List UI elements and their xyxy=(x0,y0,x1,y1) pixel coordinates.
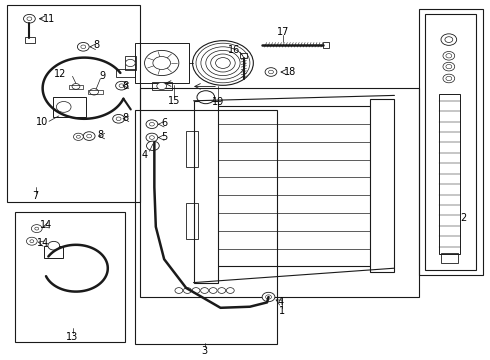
Circle shape xyxy=(56,102,71,112)
Circle shape xyxy=(119,84,124,87)
Circle shape xyxy=(445,37,453,42)
Circle shape xyxy=(90,89,98,95)
Circle shape xyxy=(147,141,159,150)
Bar xyxy=(69,85,83,89)
Circle shape xyxy=(175,288,183,293)
Text: 10: 10 xyxy=(36,117,48,127)
Circle shape xyxy=(125,59,135,67)
Text: 4: 4 xyxy=(278,297,284,307)
Circle shape xyxy=(81,45,86,49)
Text: 3: 3 xyxy=(202,346,208,356)
Circle shape xyxy=(27,17,32,21)
Circle shape xyxy=(218,288,225,293)
Circle shape xyxy=(443,74,455,83)
Circle shape xyxy=(72,84,80,89)
Circle shape xyxy=(76,135,80,138)
Text: 12: 12 xyxy=(53,69,66,79)
Bar xyxy=(117,69,135,77)
Circle shape xyxy=(446,76,452,81)
Circle shape xyxy=(197,91,215,104)
Circle shape xyxy=(183,288,191,293)
Circle shape xyxy=(446,64,452,69)
Circle shape xyxy=(24,14,35,23)
Bar xyxy=(140,88,419,297)
Circle shape xyxy=(226,288,234,293)
Circle shape xyxy=(149,136,154,139)
Text: 2: 2 xyxy=(460,213,466,223)
Circle shape xyxy=(26,237,37,245)
Text: 13: 13 xyxy=(67,332,78,342)
Bar xyxy=(125,56,136,70)
Bar xyxy=(194,101,218,283)
Text: 8: 8 xyxy=(94,40,99,50)
Bar xyxy=(240,53,247,58)
Text: 14: 14 xyxy=(40,220,53,230)
Circle shape xyxy=(262,292,275,302)
Bar xyxy=(370,99,394,272)
Bar xyxy=(15,212,125,342)
Circle shape xyxy=(77,42,89,51)
Text: 15: 15 xyxy=(168,96,180,106)
Circle shape xyxy=(35,227,39,230)
Circle shape xyxy=(113,114,124,123)
Circle shape xyxy=(443,51,455,60)
Text: 7: 7 xyxy=(33,191,39,201)
Circle shape xyxy=(146,120,158,129)
Text: 11: 11 xyxy=(43,14,55,24)
Bar xyxy=(425,14,476,270)
Circle shape xyxy=(441,34,457,45)
Circle shape xyxy=(157,82,167,90)
Bar xyxy=(186,203,198,239)
Circle shape xyxy=(266,295,271,299)
Bar xyxy=(439,94,460,254)
Bar xyxy=(441,253,458,263)
Bar xyxy=(7,5,140,202)
Text: 8: 8 xyxy=(122,113,128,123)
Bar xyxy=(135,43,189,83)
Circle shape xyxy=(201,288,208,293)
Circle shape xyxy=(74,133,83,140)
Circle shape xyxy=(145,50,179,76)
Text: 8: 8 xyxy=(122,81,128,91)
Text: 17: 17 xyxy=(277,27,290,37)
Text: 6: 6 xyxy=(161,118,167,128)
Circle shape xyxy=(116,81,127,90)
Bar xyxy=(419,9,483,275)
Circle shape xyxy=(116,117,121,121)
Circle shape xyxy=(83,132,95,140)
Text: 18: 18 xyxy=(284,67,296,77)
Bar xyxy=(45,246,63,258)
Bar xyxy=(323,42,329,48)
Circle shape xyxy=(446,54,452,58)
Text: 16: 16 xyxy=(228,45,240,55)
Bar xyxy=(135,110,277,344)
Circle shape xyxy=(87,134,92,138)
Text: 9: 9 xyxy=(100,71,106,81)
Circle shape xyxy=(265,68,277,76)
Circle shape xyxy=(149,122,154,126)
Circle shape xyxy=(31,225,42,233)
Bar xyxy=(24,37,35,43)
Circle shape xyxy=(443,62,455,71)
Bar xyxy=(53,97,86,117)
Bar xyxy=(88,90,103,94)
Text: 1: 1 xyxy=(279,306,285,316)
Text: 8: 8 xyxy=(98,130,103,140)
Text: 4: 4 xyxy=(142,150,148,160)
Circle shape xyxy=(30,240,34,243)
Circle shape xyxy=(48,242,60,250)
Circle shape xyxy=(269,70,273,74)
Text: 5: 5 xyxy=(161,132,167,142)
Text: 19: 19 xyxy=(212,96,224,107)
Circle shape xyxy=(153,57,171,69)
Bar xyxy=(152,82,172,90)
Bar xyxy=(186,131,198,167)
Circle shape xyxy=(192,288,200,293)
Text: 14: 14 xyxy=(37,238,49,248)
Circle shape xyxy=(209,288,217,293)
Circle shape xyxy=(146,133,158,142)
